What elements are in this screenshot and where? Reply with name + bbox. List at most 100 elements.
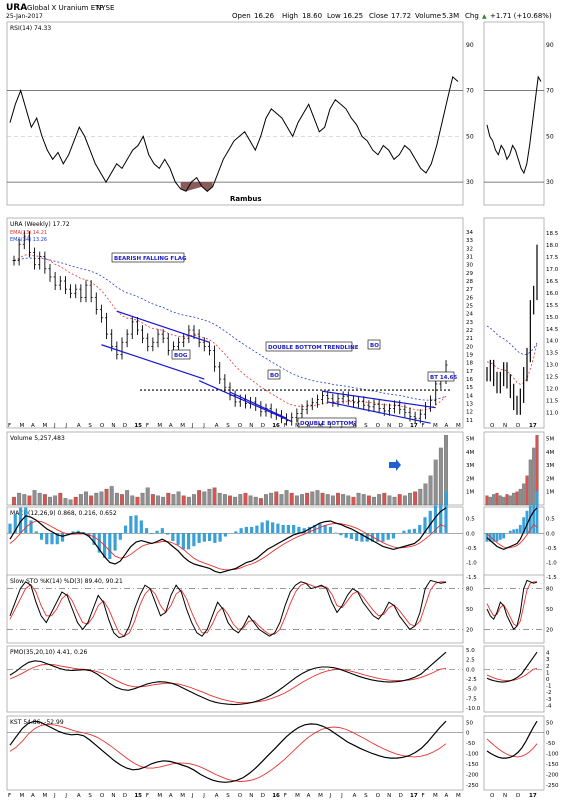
bottom-x-axis-label: 16 [272,793,280,799]
x-axis-label: F [284,423,287,429]
macd-histogram-bar [92,533,96,545]
macd-tick-label: -0.5 [466,546,477,552]
macd-histogram-bar [381,533,385,542]
macd-histogram-bar [313,524,317,534]
volume-bar [294,495,299,506]
volume-bar [423,483,428,506]
pmo-main-frame [6,645,464,713]
x-axis-label: N [111,423,115,429]
price-tick-label: 30 [466,263,473,269]
symbol: URA [6,3,27,13]
price-tick-label: 29 [466,271,473,277]
flag-upper-trendline [116,310,210,343]
volume-main-frame [6,431,464,506]
bottom-x-axis-label: M [42,793,47,799]
bottom-x-axis-label: N [111,793,115,799]
kst-zoom-frame [483,715,545,791]
volume-bar [346,495,351,506]
x-axis-label: N [249,423,253,429]
macd-line [9,507,447,574]
x-axis-label: M [157,423,162,429]
volume-tick-label: 2M [466,476,474,482]
volume-bar [17,492,22,506]
x-axis-label: O [100,423,105,429]
volume-bar [387,495,392,506]
stochastic-tick-label: 20 [466,627,473,633]
price-zoom-tick-label: 17.5 [546,255,559,261]
volume-bar [63,498,68,506]
stochastic-zoom-k-line [486,579,538,631]
volume-title: Volume 5,257,483 [10,435,65,442]
price-tick-label: 15 [466,385,473,391]
close-value: 17.72 [391,12,411,20]
kst-title: KST 54.86, -52.99 [10,719,64,726]
x-axis-label: S [88,423,92,429]
change-label: Chg [465,12,479,20]
volume-bar [202,491,207,506]
bottom-x-axis-label: A [307,793,311,799]
x-axis-label: J [53,423,56,429]
pmo-zoom-tick-label: -1 [546,684,551,690]
volume-bar [392,496,397,506]
volume-bar [428,475,433,506]
kst-zoom-line [486,720,538,759]
macd-histogram-bar [71,531,75,534]
bottom-x-axis-label: D [123,793,127,799]
macd-histogram-bar [181,533,185,550]
price-zoom-tick-label: 16.0 [546,291,559,297]
volume-bar [243,492,248,506]
x-axis-label: A [215,423,219,429]
volume-bar [284,490,289,506]
volume-bar [120,494,124,506]
high-value: 18.60 [302,12,322,20]
bottom-zoom-x-axis-label: N [503,793,507,799]
volume-zoom-bar [498,495,502,506]
macd-zoom-histogram-bar [535,491,539,534]
macd-zoom-histogram-bar [532,504,536,534]
open-label: Open [232,12,251,20]
macd-histogram-bar [213,533,217,543]
macd-histogram-bar [250,526,254,534]
macd-zoom-histogram-bar [495,533,499,542]
price-tick-label: 25 [466,304,473,310]
volume-bar [37,492,42,506]
chart-header: URA Global X Uranium ETF NYSE 25-Jan-201… [6,3,552,20]
volume-bar [433,459,438,506]
volume-bar [382,492,387,506]
bottom-x-axis-label: O [376,793,381,799]
volume-bar [253,496,258,506]
bottom-x-axis-label: M [456,793,461,799]
pmo-tick-label: -5.0 [466,687,477,693]
kst-panel: KST 54.86, -52.99 -250 -250 -200 -200 -150 -15… [6,715,559,791]
bottom-x-axis-label: F [146,793,149,799]
price-zoom-tick-label: 13.0 [546,363,559,369]
macd-histogram-bar [355,533,359,542]
price-zoom-tick-label: 15.0 [546,315,559,321]
macd-histogram-bar [144,528,149,534]
macd-histogram-bar [34,531,38,534]
rsi-line [9,75,459,192]
macd-zoom-tick-label: 0.5 [546,517,555,523]
macd-histogram-bar [45,533,49,545]
volume-bar [166,492,171,506]
volume-bar [197,490,202,506]
bottom-x-axis-label: F [422,793,425,799]
macd-histogram-bar [39,533,44,540]
macd-histogram-bar [265,520,269,534]
bearish-flag-label-box [111,252,185,263]
pmo-tick-label: 2.5 [466,658,475,664]
volume-bar [161,496,166,506]
fund-name: Global X Uranium ETF [27,4,103,12]
backtest-label-box [427,371,455,382]
double-bottom-trendline-label: DOUBLE BOTTOM TRENDLINE [268,345,359,351]
price-zoom-tick-label: 13.5 [546,351,559,357]
price-tick-label: 23 [466,320,473,326]
macd-histogram-bar [344,533,348,538]
bottom-x-axis-label: A [353,793,357,799]
volume-bar [109,486,114,506]
macd-histogram-bar [150,533,154,534]
rambus-watermark: Rambus [230,195,262,203]
pmo-zoom-tick-label: 0 [546,677,550,683]
volume-bar [418,488,423,506]
